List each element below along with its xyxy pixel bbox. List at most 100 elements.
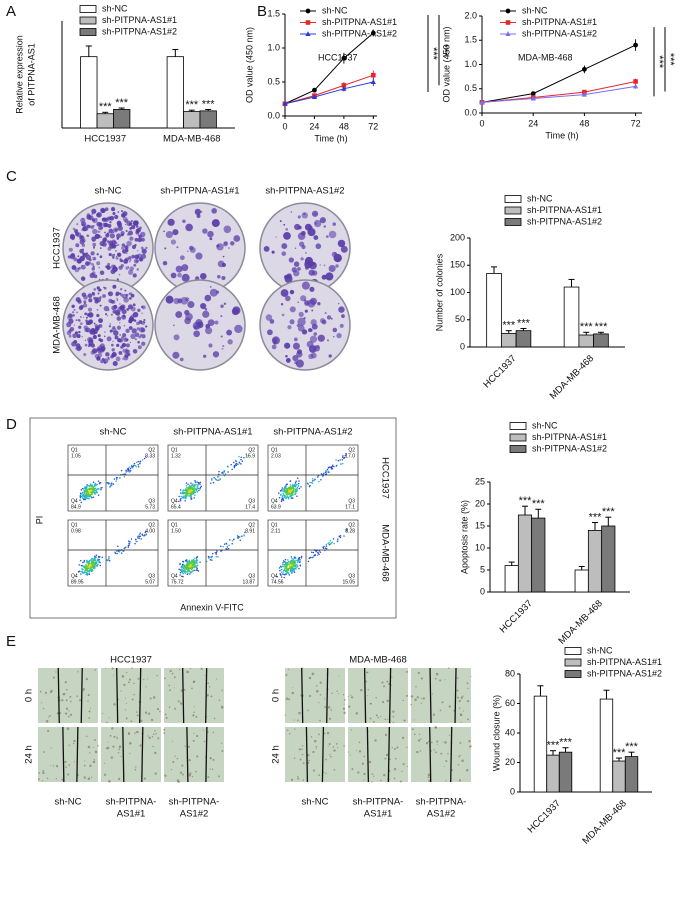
- cell: [417, 739, 421, 742]
- cell: [85, 678, 88, 681]
- colony: [200, 272, 207, 280]
- event: [281, 497, 284, 500]
- quadrant-name: Q4: [271, 498, 278, 504]
- quadrant-value: 8.33: [145, 453, 155, 459]
- colony: [112, 284, 117, 289]
- event: [216, 550, 218, 552]
- colony: [109, 233, 115, 239]
- significance: ***: [595, 321, 609, 333]
- cell: [212, 758, 215, 761]
- cell: [356, 750, 358, 752]
- event: [326, 468, 329, 471]
- cell: [427, 776, 430, 779]
- colony: [83, 353, 87, 357]
- event: [285, 497, 287, 500]
- colony: [289, 306, 296, 313]
- event: [198, 482, 200, 484]
- x-tick-label: HCC1937: [84, 134, 126, 145]
- colony: [89, 273, 95, 279]
- colony: [93, 247, 95, 250]
- cell: [203, 740, 206, 743]
- legend-label: sh-NC: [527, 193, 553, 203]
- cell: [67, 715, 70, 718]
- colony: [87, 307, 93, 312]
- cell: [413, 733, 416, 736]
- cell: [168, 706, 171, 708]
- colony: [301, 245, 306, 250]
- event: [286, 562, 288, 564]
- x-tick-label: MDA-MB-468: [163, 134, 221, 145]
- event: [191, 487, 193, 489]
- cell: [172, 760, 175, 763]
- event: [129, 469, 132, 472]
- y-axis-label: of PITPNA-AS1: [26, 43, 36, 106]
- cell: [192, 714, 195, 717]
- cell: [288, 732, 291, 735]
- cell: [297, 775, 299, 778]
- event: [94, 563, 97, 566]
- colony: [332, 222, 336, 226]
- colony: [79, 344, 81, 347]
- event: [237, 535, 240, 538]
- colony: [313, 235, 319, 240]
- colony: [104, 222, 109, 228]
- colony: [81, 336, 83, 338]
- event: [87, 567, 89, 570]
- cell: [357, 771, 360, 774]
- event: [106, 482, 109, 484]
- colony: [77, 255, 80, 258]
- event: [128, 542, 131, 545]
- cell: [123, 683, 126, 686]
- colony: [314, 213, 316, 216]
- event: [317, 552, 320, 554]
- event: [194, 494, 196, 496]
- event: [189, 486, 191, 488]
- cell: [189, 772, 192, 775]
- event: [95, 556, 97, 558]
- colony: [136, 253, 143, 260]
- marker: [305, 31, 311, 36]
- event: [84, 568, 87, 570]
- event: [291, 571, 293, 573]
- event: [292, 497, 294, 499]
- cell: [368, 760, 372, 764]
- cell: [326, 731, 330, 735]
- colony: [125, 338, 129, 342]
- colony: [128, 256, 132, 260]
- bar: [486, 273, 502, 348]
- quadrant-value: 2.11: [271, 528, 281, 534]
- cell: [163, 728, 166, 731]
- event: [322, 475, 324, 478]
- event: [97, 558, 99, 560]
- event: [290, 556, 293, 558]
- colony: [208, 343, 213, 348]
- cell: [164, 774, 167, 777]
- cell: [285, 698, 288, 701]
- cell: [302, 762, 305, 765]
- colony: [82, 316, 85, 318]
- colony: [74, 331, 79, 335]
- event: [83, 571, 86, 574]
- cell: [218, 775, 220, 778]
- colony: [301, 329, 308, 335]
- event: [195, 566, 197, 568]
- cell: [147, 712, 151, 715]
- event: [280, 500, 283, 503]
- event: [292, 487, 295, 490]
- colony: [120, 293, 124, 297]
- colony: [307, 227, 316, 237]
- event: [284, 570, 287, 573]
- event: [193, 560, 195, 563]
- colony: [311, 323, 318, 330]
- wound-edge: [388, 667, 392, 724]
- event: [217, 555, 219, 558]
- cell: [184, 745, 186, 747]
- colony: [193, 330, 200, 338]
- colony: [124, 220, 127, 223]
- cell: [131, 667, 133, 669]
- event: [85, 487, 87, 489]
- cell: [39, 690, 42, 693]
- quadrant-name: Q1: [71, 522, 78, 528]
- row-label: MDA-MB-468: [52, 296, 63, 354]
- colony: [336, 332, 342, 339]
